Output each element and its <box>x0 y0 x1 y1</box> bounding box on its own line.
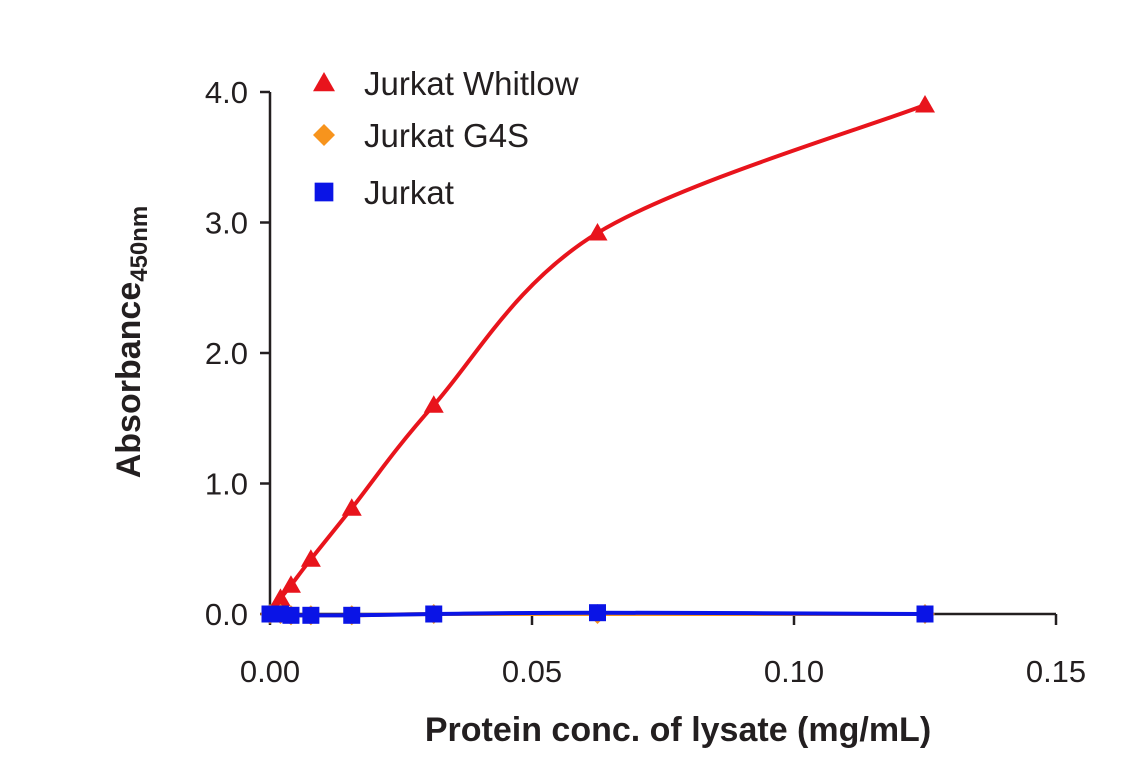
y-tick-label: 0.0 <box>205 597 248 632</box>
data-point <box>341 498 362 516</box>
series-jurkat-whitlow <box>270 95 935 606</box>
y-axis-title: Absorbance450nm <box>110 206 153 479</box>
series-jurkat <box>261 604 934 624</box>
legend: Jurkat Whitlow Jurkat G4S Jurkat <box>313 65 579 211</box>
data-point <box>280 575 301 593</box>
data-point <box>587 222 608 241</box>
series-line <box>278 103 926 600</box>
y-axis-title-main: Absorbance <box>110 282 148 479</box>
data-point <box>589 604 606 622</box>
legend-label: Jurkat <box>364 174 454 211</box>
data-point <box>300 549 321 567</box>
legend-label: Jurkat Whitlow <box>364 65 579 102</box>
data-point <box>423 395 444 413</box>
x-tick-label: 0.10 <box>764 654 824 689</box>
legend-marker <box>314 182 334 202</box>
y-axis-title-sub: 450nm <box>126 206 153 282</box>
data-point <box>915 95 935 113</box>
data-point <box>916 605 934 623</box>
y-tick-label: 2.0 <box>205 336 248 371</box>
series-layer <box>260 95 935 626</box>
x-tick-label: 0.05 <box>502 654 562 689</box>
legend-marker <box>313 124 335 146</box>
y-tick-label: 4.0 <box>205 75 248 110</box>
y-tick-label: 3.0 <box>205 206 248 241</box>
x-tick-label: 0.15 <box>1026 654 1086 689</box>
data-point <box>270 588 291 606</box>
y-tick-label: 1.0 <box>205 467 248 502</box>
data-point <box>343 606 361 624</box>
legend-marker <box>313 72 335 92</box>
data-point <box>425 605 443 623</box>
legend-label: Jurkat G4S <box>364 117 529 154</box>
y-ticks: 0.0 1.0 2.0 3.0 4.0 <box>205 75 270 632</box>
data-point <box>302 606 320 624</box>
x-tick-label: 0.00 <box>240 654 300 689</box>
data-point <box>282 606 300 624</box>
x-axis-title: Protein conc. of lysate (mg/mL) <box>425 711 931 749</box>
x-ticks: 0.00 0.05 0.10 0.15 <box>240 614 1086 689</box>
